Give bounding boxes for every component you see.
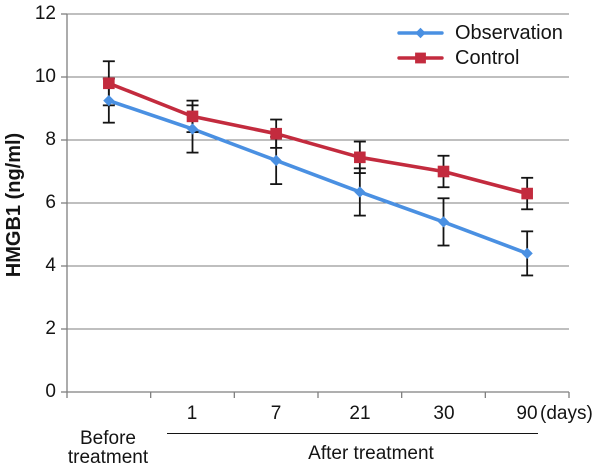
after-treatment-label: After treatment — [308, 443, 434, 464]
legend: Observation Control — [397, 21, 563, 70]
observation-diamond-marker — [103, 95, 115, 107]
observation-diamond-marker — [415, 27, 426, 39]
control-square-marker — [186, 110, 199, 123]
control-square-marker — [354, 151, 366, 164]
observation-diamond-marker — [186, 123, 199, 135]
diamond-line-icon — [397, 27, 444, 39]
y-tick-label-12: 12 — [34, 3, 56, 24]
legend-label-observation: Observation — [455, 22, 563, 44]
observation-diamond-marker — [270, 154, 282, 167]
x-tick-label-7: 7 — [270, 403, 282, 424]
control-square-marker — [437, 165, 450, 178]
control-series-line — [107, 81, 529, 196]
x-axis-unit-label: (days) — [540, 403, 593, 424]
x-tick-label-30: 30 — [433, 403, 455, 424]
observation-diamond-marker — [354, 186, 366, 198]
after-treatment-bracket-line — [167, 433, 538, 434]
legend-label-control: Control — [455, 47, 520, 69]
y-tick-label-4: 4 — [45, 255, 56, 276]
y-tick-label-6: 6 — [45, 192, 56, 213]
x-tick-label-1: 1 — [186, 403, 198, 424]
y-tick-label-8: 8 — [45, 129, 56, 150]
x-tick-label-21: 21 — [349, 403, 371, 424]
legend-item-observation: Observation — [397, 21, 563, 45]
y-tick-label-10: 10 — [34, 66, 56, 87]
x-tick-label-90: 90 — [516, 403, 538, 424]
y-tick-label-2: 2 — [45, 318, 56, 339]
observation-diamond-marker — [521, 247, 533, 259]
observation-diamond-marker — [437, 216, 450, 228]
y-tick-label-0: 0 — [45, 381, 56, 402]
control-square-marker — [415, 52, 426, 64]
square-line-icon — [397, 52, 444, 64]
control-line-square-icon — [397, 48, 444, 68]
control-square-marker — [103, 77, 115, 90]
observation-line-diamond-icon — [397, 23, 444, 43]
legend-item-control: Control — [397, 46, 563, 70]
control-square-marker — [521, 187, 533, 200]
before-treatment-label: Before treatment — [67, 428, 149, 466]
control-square-marker — [270, 127, 282, 140]
observation-series-line — [107, 98, 529, 256]
